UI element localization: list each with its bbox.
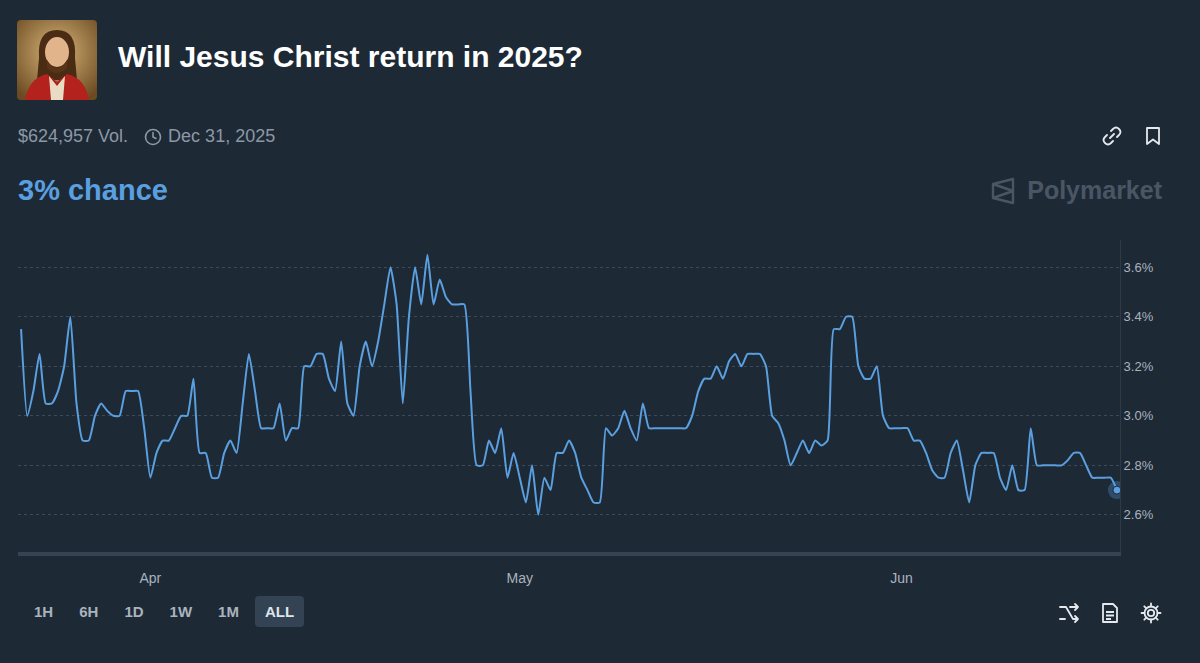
svg-text:3.2%: 3.2%: [1124, 359, 1154, 374]
html-text:Polymarket: Polymarket: [1027, 176, 1162, 204]
html-text:1W: 1W: [169, 603, 193, 620]
html-text:6H: 6H: [79, 603, 99, 620]
html-text:ALL: ALL: [264, 603, 295, 620]
html-text:1D: 1D: [124, 603, 144, 620]
svg-text:3.6%: 3.6%: [1124, 260, 1154, 275]
svg-text:Apr: Apr: [139, 570, 161, 586]
html-text:Will Jesus Christ return in 20: Will Jesus Christ return in 2025?: [118, 40, 583, 73]
svg-text:2.6%: 2.6%: [1124, 507, 1154, 522]
svg-text:Jun: Jun: [890, 570, 913, 586]
html-text:1H: 1H: [34, 603, 54, 620]
html-text:$624,957 Vol.: $624,957 Vol.: [18, 126, 129, 146]
svg-text:May: May: [507, 570, 533, 586]
html-text:1M: 1M: [218, 603, 239, 620]
html-text:3% chance: 3% chance: [18, 174, 168, 206]
svg-text:3.4%: 3.4%: [1124, 309, 1154, 324]
html-text:Dec 31, 2025: Dec 31, 2025: [168, 126, 276, 146]
svg-text:3.0%: 3.0%: [1124, 408, 1154, 423]
svg-text:2.8%: 2.8%: [1124, 458, 1154, 473]
